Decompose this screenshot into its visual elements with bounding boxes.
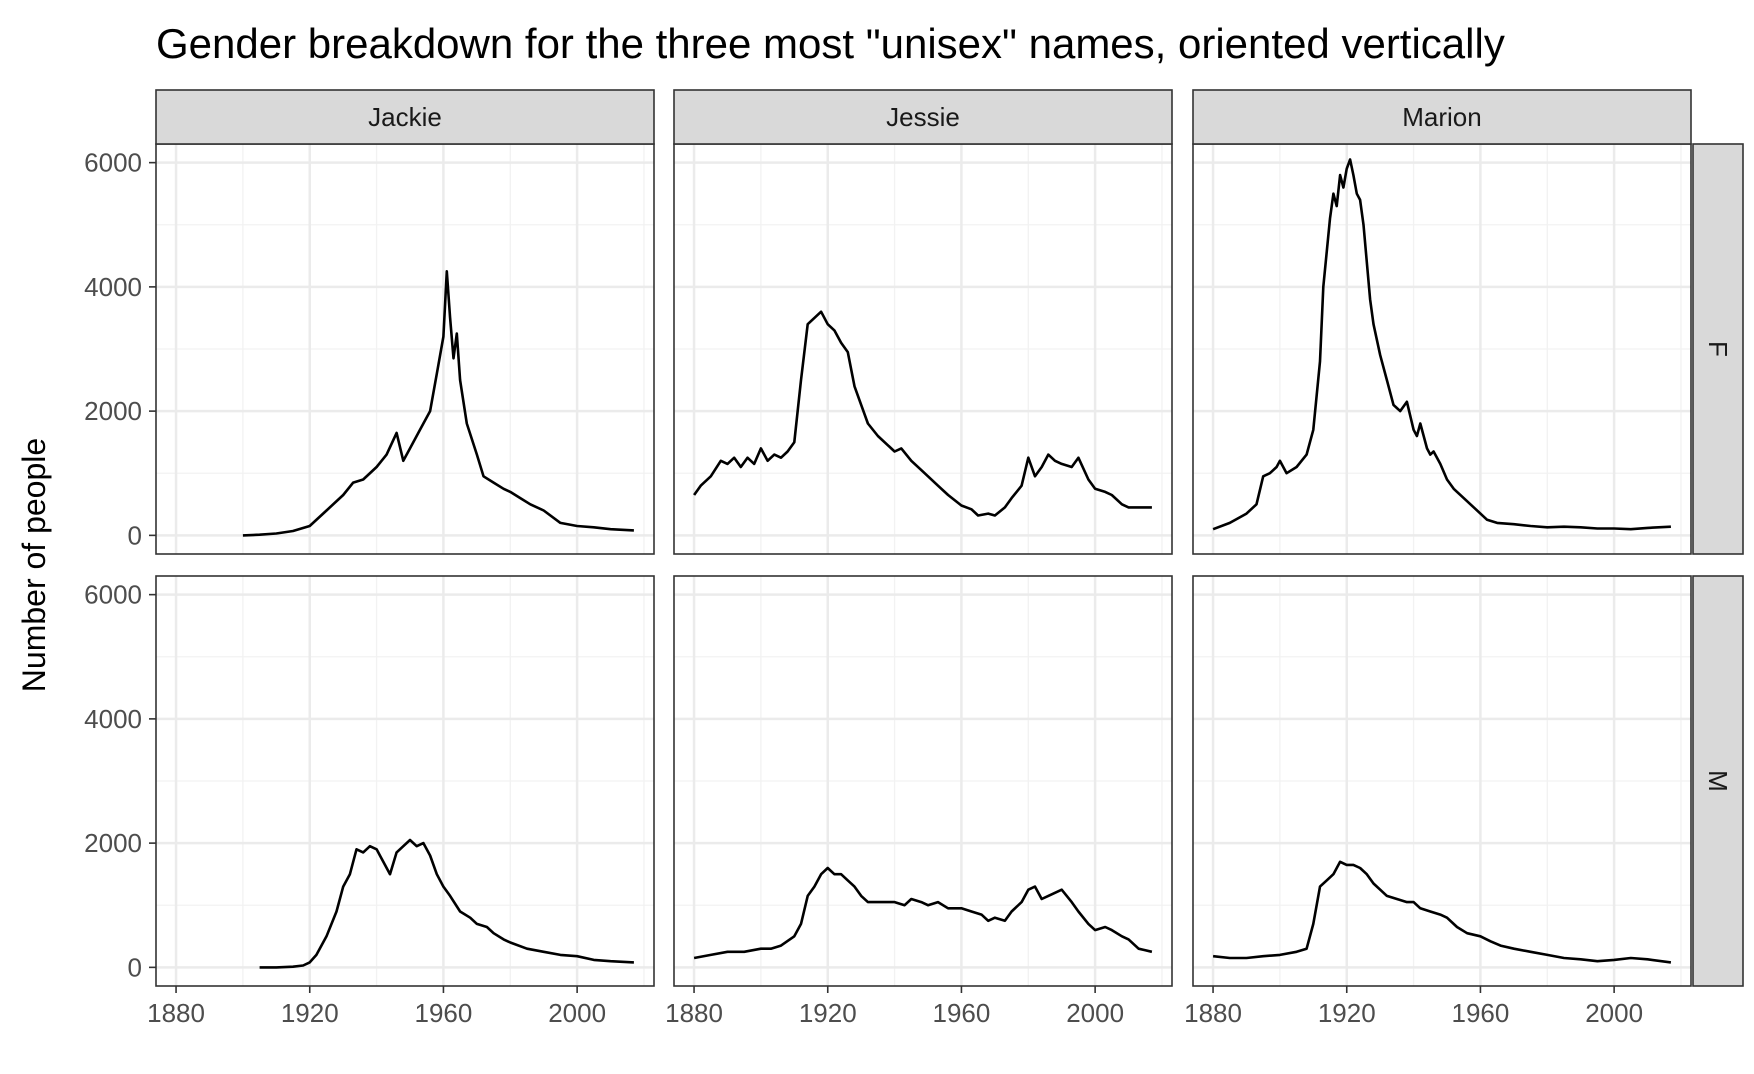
strip-label-jackie: Jackie [368,102,442,132]
series-line-jessie-f [693,310,1152,517]
panel-jessie-f [673,143,1173,555]
x-tick-label: 2000 [1585,998,1643,1028]
x-tick-label: 1880 [147,998,205,1028]
x-tick-label: 1960 [415,998,473,1028]
x-tick-label: 1920 [1318,998,1376,1028]
panel-marion-m [1192,575,1692,987]
series-line-marion-f [1212,158,1671,531]
strip-label-f: F [1703,341,1733,357]
strip-row-f [1692,143,1744,555]
series-line-jessie-m [693,866,1153,960]
strip-row-m [1692,575,1744,987]
panel-jessie-m [673,575,1173,987]
strip-label-marion: Marion [1402,102,1481,132]
y-tick-label: 2000 [84,828,142,858]
series-line-marion-m [1212,860,1672,964]
panel-border [1192,575,1692,987]
y-tick-label: 6000 [84,148,142,178]
panel-jackie-f [155,143,655,555]
y-tick-label: 4000 [84,704,142,734]
y-tick-label: 6000 [84,580,142,610]
series-line-jackie-m [259,838,634,969]
strip-jackie [155,89,655,145]
x-tick-label: 1920 [281,998,339,1028]
panel-border [155,575,655,987]
y-axis-title: Number of people [16,438,52,692]
strip-label-jessie: Jessie [886,102,960,132]
panel-marion-f [1192,143,1692,555]
x-tick-label: 1960 [933,998,991,1028]
x-tick-label: 1960 [1452,998,1510,1028]
x-tick-label: 1880 [1184,998,1242,1028]
strip-jessie [673,89,1173,145]
y-tick-label: 0 [128,520,142,550]
y-tick-label: 0 [128,952,142,982]
x-tick-label: 1880 [665,998,723,1028]
series-line-jackie-f [242,270,634,537]
y-tick-label: 2000 [84,396,142,426]
strip-marion [1192,89,1692,145]
x-tick-label: 2000 [1066,998,1124,1028]
strip-label-m: M [1703,770,1733,792]
x-tick-label: 1920 [799,998,857,1028]
panel-border [673,575,1173,987]
y-tick-label: 4000 [84,272,142,302]
chart-title: Gender breakdown for the three most "uni… [156,20,1505,67]
x-tick-label: 2000 [548,998,606,1028]
panel-jackie-m [155,575,655,987]
